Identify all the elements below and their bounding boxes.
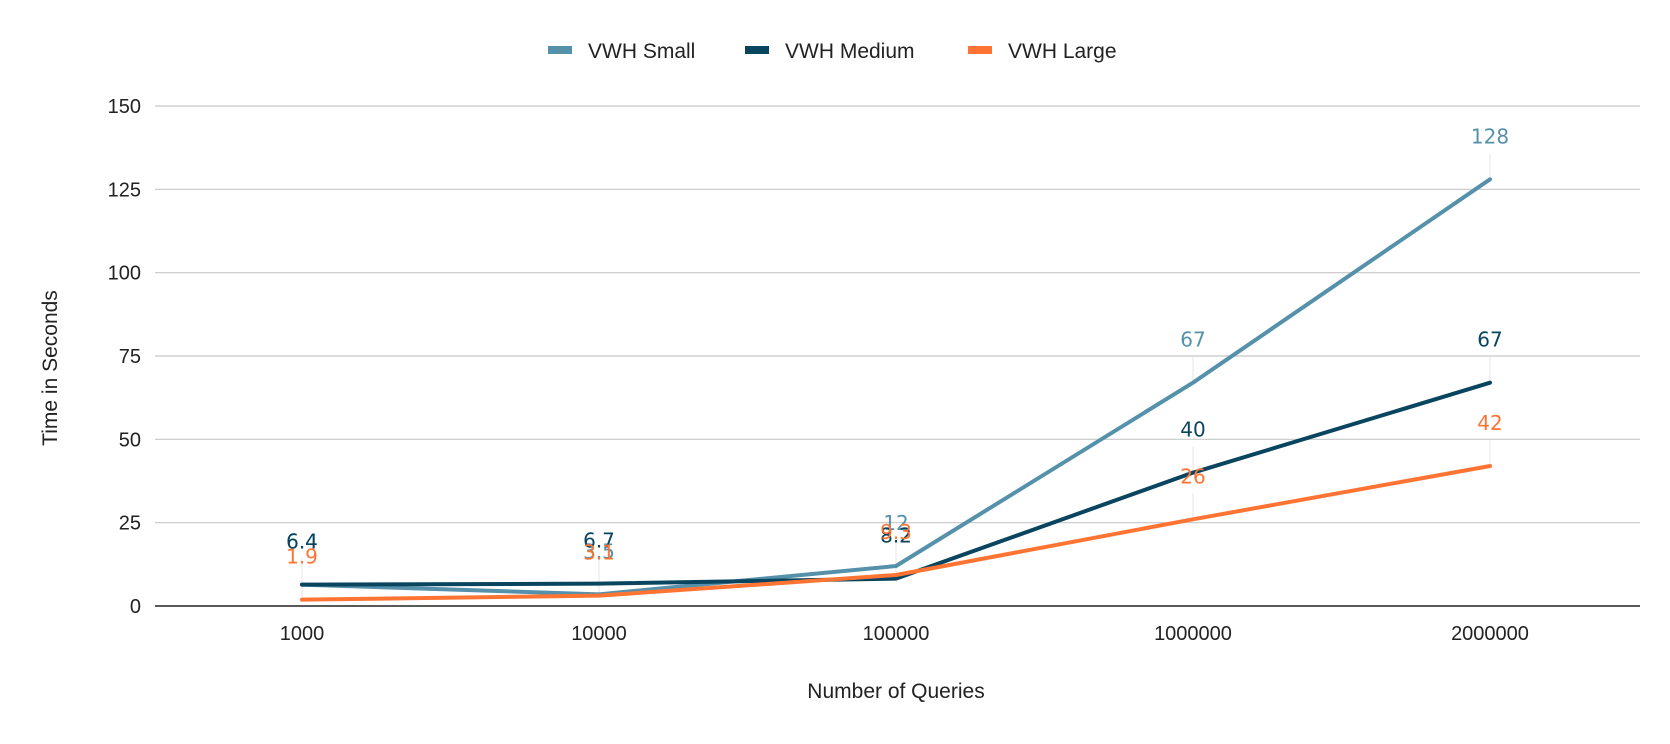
data-label: 67: [1180, 328, 1205, 352]
legend[interactable]: VWH Small VWH Medium VWH Large: [548, 40, 1117, 63]
data-label: 42: [1477, 411, 1502, 435]
y-axis-title: Time in Seconds: [39, 290, 62, 446]
legend-label: VWH Large: [1008, 40, 1117, 63]
data-label: 67: [1477, 328, 1502, 352]
series-line-vwh-large: [300, 464, 1492, 602]
legend-item-vwh-small[interactable]: VWH Small: [548, 40, 695, 63]
data-label: 3.1: [583, 541, 615, 565]
data-label: 12: [883, 511, 908, 535]
data-label: 8.2: [880, 524, 912, 548]
legend-swatch: [968, 46, 992, 54]
y-tick-label: 150: [108, 96, 141, 118]
x-axis-title: Number of Queries: [807, 680, 984, 703]
series-line-vwh-small: [300, 177, 1492, 597]
y-tick-label: 25: [119, 513, 141, 535]
y-axis-ticks: 0 25 50 75 100 125 150: [108, 96, 141, 618]
y-tick-label: 50: [119, 429, 141, 451]
series-line-vwh-medium: [300, 380, 1492, 587]
data-label: 26: [1180, 464, 1205, 488]
x-tick-label: 2000000: [1451, 623, 1529, 645]
x-tick-label: 100000: [863, 623, 930, 645]
x-tick-label: 10000: [571, 623, 627, 645]
data-label: 128: [1471, 124, 1509, 148]
data-label: 3.5: [583, 539, 615, 563]
series-lines: [300, 153, 1492, 602]
y-tick-label: 75: [119, 346, 141, 368]
data-label: 6.4: [286, 530, 318, 554]
legend-item-vwh-large[interactable]: VWH Large: [968, 40, 1117, 63]
gridlines: [155, 105, 1640, 607]
data-label: 1.9: [286, 545, 318, 569]
x-tick-label: 1000: [280, 623, 325, 645]
data-label: 40: [1180, 418, 1205, 442]
legend-item-vwh-medium[interactable]: VWH Medium: [745, 40, 915, 63]
y-tick-label: 125: [108, 179, 141, 201]
x-axis-ticks: 1000 10000 100000 1000000 2000000: [280, 623, 1529, 645]
x-tick-label: 1000000: [1154, 623, 1232, 645]
data-label: 6.4: [286, 530, 318, 554]
legend-label: VWH Small: [588, 40, 695, 63]
data-label: 6.7: [583, 529, 615, 553]
legend-swatch: [548, 46, 572, 54]
y-tick-label: 100: [108, 263, 141, 285]
y-tick-label: 0: [130, 596, 141, 618]
legend-label: VWH Medium: [785, 40, 915, 63]
legend-swatch: [745, 46, 769, 54]
data-label: 9.3: [880, 520, 912, 544]
